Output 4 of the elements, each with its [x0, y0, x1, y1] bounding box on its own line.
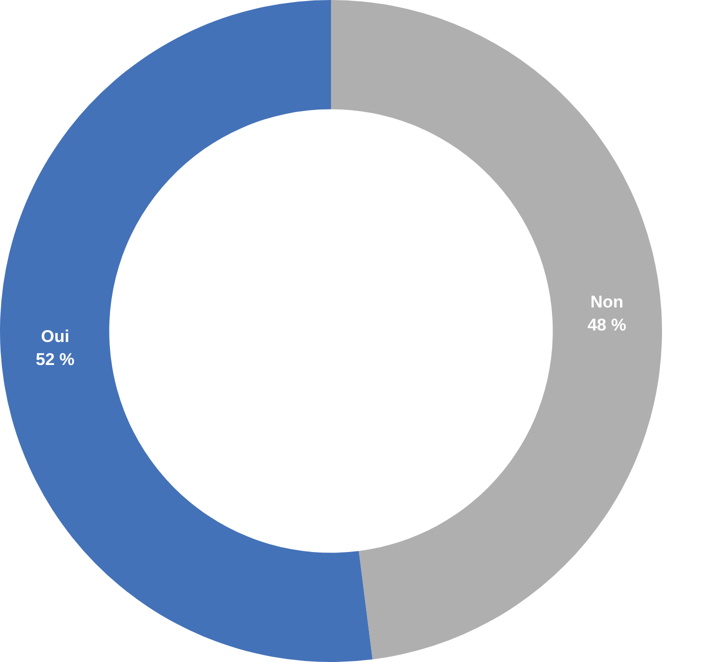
slice-label: Oui	[40, 327, 70, 346]
data-label: 52 %	[36, 350, 75, 370]
slice-label: Non	[590, 292, 624, 312]
data-label: 48 %	[587, 315, 626, 334]
